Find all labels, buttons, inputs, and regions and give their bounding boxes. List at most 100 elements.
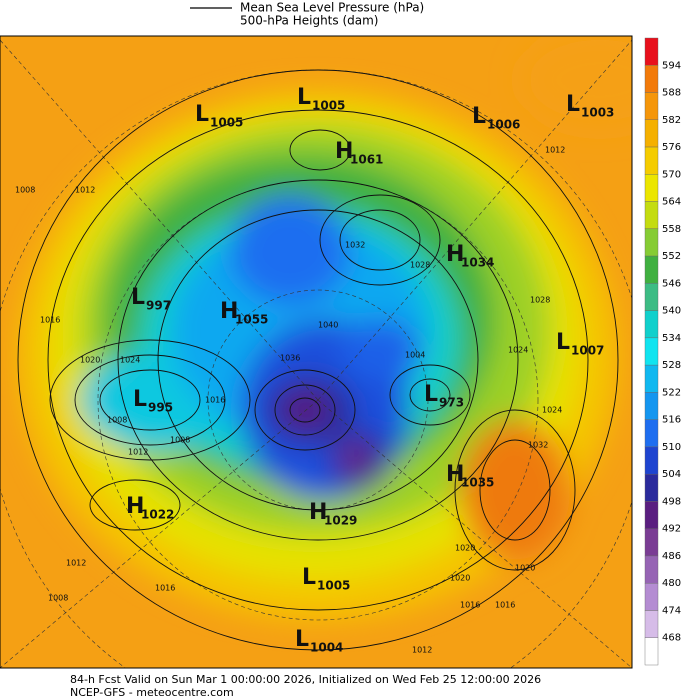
center-type: L <box>295 627 309 652</box>
contour-label: 1012 <box>75 186 95 195</box>
center-pressure: 1007 <box>571 344 604 358</box>
center-type: H <box>335 139 353 164</box>
center-type: H <box>446 462 464 487</box>
contour-label: 1020 <box>450 574 470 583</box>
center-pressure: 1004 <box>310 641 343 655</box>
colorbar-swatch <box>644 473 659 502</box>
colorbar-label: 480 <box>662 578 681 589</box>
contour-label: 1016 <box>40 316 60 325</box>
colorbar-label: 534 <box>662 333 681 344</box>
colorbar-swatch <box>644 392 659 420</box>
center-type: H <box>309 500 327 525</box>
colorbar-swatch <box>644 337 659 366</box>
contour-label: 1024 <box>120 356 140 365</box>
contour-label: 1020 <box>455 544 475 553</box>
colorbar-swatch <box>644 119 659 148</box>
center-type: L <box>302 565 316 590</box>
contour-label: 1012 <box>412 646 432 655</box>
center-pressure: 1034 <box>461 256 494 270</box>
center-pressure: 1035 <box>461 476 494 490</box>
colorbar-label: 468 <box>662 633 681 644</box>
colorbar-label: 510 <box>662 442 681 453</box>
colorbar-label: 582 <box>662 115 681 126</box>
colorbar-label: 540 <box>662 306 681 317</box>
center-pressure: 1029 <box>324 514 357 528</box>
center-pressure: 973 <box>439 396 464 410</box>
colorbar-swatch <box>644 201 659 230</box>
footer-forecast: 84-h Fcst Valid on Sun Mar 1 00:00:00 20… <box>70 673 541 686</box>
colorbar-label: 498 <box>662 496 681 507</box>
center-pressure: 1005 <box>312 99 345 113</box>
colorbar-swatch <box>644 92 659 120</box>
contour-label: 1016 <box>495 601 515 610</box>
legend-mslp: Mean Sea Level Pressure (hPa) <box>240 1 424 15</box>
colorbar-swatch <box>644 174 659 202</box>
colorbar-label: 516 <box>662 415 681 426</box>
colorbar-swatch <box>644 555 659 584</box>
colorbar-swatch <box>644 37 659 66</box>
contour-label: 1012 <box>66 559 86 568</box>
colorbar-swatch <box>644 446 659 475</box>
center-type: H <box>446 242 464 267</box>
colorbar-label: 552 <box>662 251 681 262</box>
center-pressure: 1022 <box>141 508 174 522</box>
center-type: L <box>566 92 580 117</box>
contour-label: 1032 <box>528 441 548 450</box>
center-type: H <box>126 494 144 519</box>
contour-label: 1036 <box>280 354 300 363</box>
colorbar-label: 594 <box>662 60 681 71</box>
colorbar-swatch <box>644 419 659 448</box>
colorbar-label: 504 <box>662 469 681 480</box>
contour-label: 1024 <box>542 406 562 415</box>
colorbar-swatch <box>644 310 659 339</box>
contour-label: 1016 <box>205 396 225 405</box>
colorbar-swatch <box>644 637 659 666</box>
contour-label: 1008 <box>48 594 68 603</box>
colorbar-label: 588 <box>662 88 681 99</box>
contour-label: 1012 <box>545 146 565 155</box>
footer-source: NCEP-GFS - meteocentre.com <box>70 686 234 699</box>
contour-label: 1040 <box>318 321 338 330</box>
colorbar-swatch <box>644 583 659 611</box>
contour-label: 1028 <box>530 296 550 305</box>
center-pressure: 1061 <box>350 153 383 167</box>
contour-label: 1012 <box>128 448 148 457</box>
center-type: L <box>424 382 438 407</box>
center-pressure: 1003 <box>581 106 614 120</box>
colorbar-swatch <box>644 65 659 93</box>
center-type: L <box>556 330 570 355</box>
center-pressure: 1055 <box>235 313 268 327</box>
contour-label: 1016 <box>155 584 175 593</box>
colorbar-swatch <box>644 610 659 638</box>
contour-label: 1020 <box>80 356 100 365</box>
colorbar-swatch <box>644 501 659 529</box>
center-pressure: 1005 <box>210 116 243 130</box>
colorbar-swatch <box>644 364 659 393</box>
colorbar-label: 570 <box>662 169 681 180</box>
contour-label: 1008 <box>107 416 127 425</box>
contour-label: 1016 <box>460 601 480 610</box>
colorbar-label: 558 <box>662 224 681 235</box>
contour-label: 1020 <box>515 564 535 573</box>
center-type: L <box>133 387 147 412</box>
center-type: L <box>131 285 145 310</box>
center-type: H <box>220 299 238 324</box>
map-area <box>0 36 632 668</box>
colorbar-swatch <box>644 146 659 175</box>
contour-label: 1004 <box>405 351 425 360</box>
contour-label: 1008 <box>170 436 190 445</box>
contour-label: 1024 <box>508 346 528 355</box>
center-type: L <box>297 85 311 110</box>
center-pressure: 1006 <box>487 118 520 132</box>
colorbar-swatch <box>644 283 659 311</box>
colorbar-swatch <box>644 528 659 557</box>
center-type: L <box>472 104 486 129</box>
center-pressure: 997 <box>146 299 171 313</box>
contour-label: 1032 <box>345 241 365 250</box>
colorbar-label: 474 <box>662 605 681 616</box>
colorbar-label: 486 <box>662 551 681 562</box>
colorbar-swatch <box>644 255 659 284</box>
colorbar-label: 492 <box>662 524 681 535</box>
